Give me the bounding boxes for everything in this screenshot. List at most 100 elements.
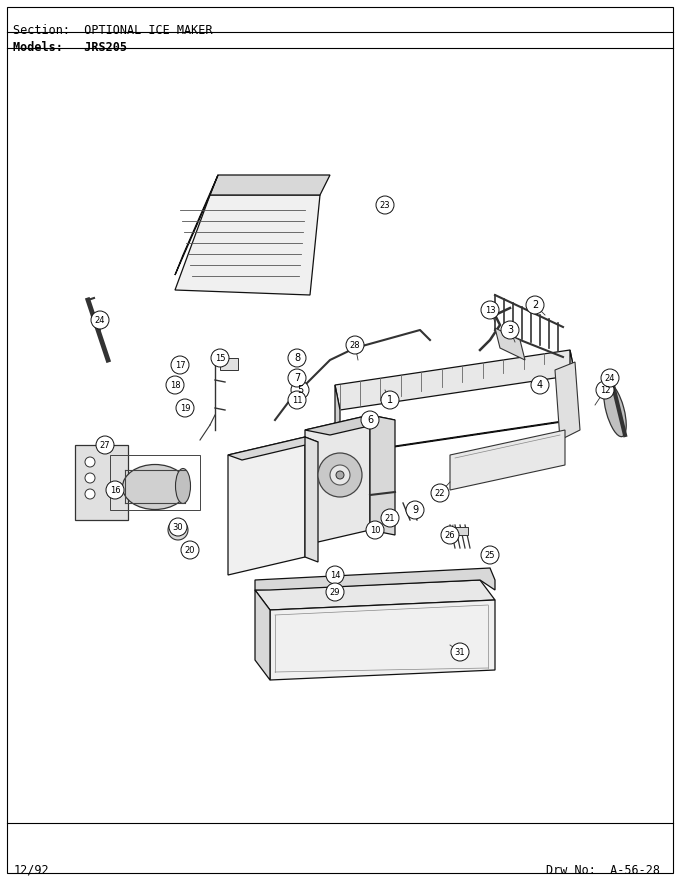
Text: Section:  OPTIONAL ICE MAKER: Section: OPTIONAL ICE MAKER <box>13 24 213 36</box>
Text: 10: 10 <box>370 525 380 534</box>
Text: 13: 13 <box>485 305 495 314</box>
Polygon shape <box>335 420 575 455</box>
Polygon shape <box>570 350 575 420</box>
Polygon shape <box>175 195 320 295</box>
Circle shape <box>451 643 469 661</box>
Ellipse shape <box>604 384 626 436</box>
Text: 29: 29 <box>330 588 340 597</box>
Polygon shape <box>450 430 565 490</box>
Circle shape <box>326 583 344 601</box>
Polygon shape <box>448 527 468 535</box>
Circle shape <box>441 526 459 544</box>
Text: 25: 25 <box>485 551 495 560</box>
Circle shape <box>601 369 619 387</box>
Text: 31: 31 <box>455 648 465 656</box>
Polygon shape <box>370 415 395 535</box>
Polygon shape <box>270 600 495 680</box>
Polygon shape <box>75 445 128 520</box>
Text: 27: 27 <box>100 441 110 450</box>
Text: 12: 12 <box>600 385 610 394</box>
Text: 18: 18 <box>170 380 180 390</box>
Circle shape <box>431 484 449 502</box>
Circle shape <box>346 336 364 354</box>
Circle shape <box>171 356 189 374</box>
Circle shape <box>481 301 499 319</box>
Text: 1: 1 <box>387 395 393 405</box>
Polygon shape <box>495 328 525 360</box>
Text: Models:   JRS205: Models: JRS205 <box>13 40 127 54</box>
Bar <box>220 358 238 370</box>
Text: 24: 24 <box>95 316 105 325</box>
Polygon shape <box>305 415 370 545</box>
Text: 7: 7 <box>294 373 300 383</box>
Ellipse shape <box>175 468 190 503</box>
Polygon shape <box>228 437 305 575</box>
Circle shape <box>481 546 499 564</box>
Circle shape <box>531 376 549 394</box>
Polygon shape <box>255 568 495 590</box>
Circle shape <box>326 566 344 584</box>
Circle shape <box>106 481 124 499</box>
Text: 9: 9 <box>412 505 418 515</box>
Text: 5: 5 <box>297 385 303 395</box>
Circle shape <box>501 321 519 339</box>
Polygon shape <box>305 415 395 435</box>
Circle shape <box>288 391 306 409</box>
Polygon shape <box>255 580 495 610</box>
Circle shape <box>406 501 424 519</box>
Polygon shape <box>175 175 218 275</box>
Polygon shape <box>305 437 318 562</box>
Circle shape <box>85 473 95 483</box>
Text: 6: 6 <box>367 415 373 425</box>
Circle shape <box>168 520 188 540</box>
Circle shape <box>361 411 379 429</box>
Circle shape <box>381 391 399 409</box>
Circle shape <box>169 518 187 536</box>
Text: 20: 20 <box>185 546 195 554</box>
Text: 8: 8 <box>294 353 300 363</box>
Circle shape <box>96 436 114 454</box>
Circle shape <box>176 399 194 417</box>
Ellipse shape <box>122 465 188 510</box>
Text: 17: 17 <box>175 361 186 370</box>
Polygon shape <box>555 362 580 440</box>
Circle shape <box>336 471 344 479</box>
Circle shape <box>330 465 350 485</box>
Text: 23: 23 <box>379 201 390 209</box>
Circle shape <box>366 521 384 539</box>
Polygon shape <box>335 385 340 455</box>
Circle shape <box>181 541 199 559</box>
Polygon shape <box>210 175 330 195</box>
Text: 3: 3 <box>507 325 513 335</box>
Text: 22: 22 <box>435 488 445 497</box>
Text: 12/92: 12/92 <box>14 863 50 876</box>
Circle shape <box>288 369 306 387</box>
Text: 28: 28 <box>350 341 360 349</box>
Circle shape <box>526 296 544 314</box>
Text: 30: 30 <box>173 523 184 532</box>
Text: 16: 16 <box>109 486 120 495</box>
Text: 11: 11 <box>292 395 302 405</box>
Text: 4: 4 <box>537 380 543 390</box>
Polygon shape <box>228 437 318 460</box>
Text: 15: 15 <box>215 354 225 363</box>
Circle shape <box>596 381 614 399</box>
Circle shape <box>91 311 109 329</box>
Circle shape <box>291 381 309 399</box>
Circle shape <box>166 376 184 394</box>
Text: 19: 19 <box>180 404 190 413</box>
Circle shape <box>381 509 399 527</box>
Circle shape <box>288 349 306 367</box>
Circle shape <box>211 349 229 367</box>
Circle shape <box>85 489 95 499</box>
Text: 21: 21 <box>385 514 395 523</box>
Circle shape <box>318 453 362 497</box>
Text: Drw No:  A-56-28: Drw No: A-56-28 <box>546 863 660 876</box>
Text: 14: 14 <box>330 570 340 580</box>
Polygon shape <box>255 590 270 680</box>
Text: 26: 26 <box>445 531 456 539</box>
Text: 24: 24 <box>605 373 615 383</box>
Text: 2: 2 <box>532 300 538 310</box>
Circle shape <box>376 196 394 214</box>
Polygon shape <box>335 350 575 410</box>
